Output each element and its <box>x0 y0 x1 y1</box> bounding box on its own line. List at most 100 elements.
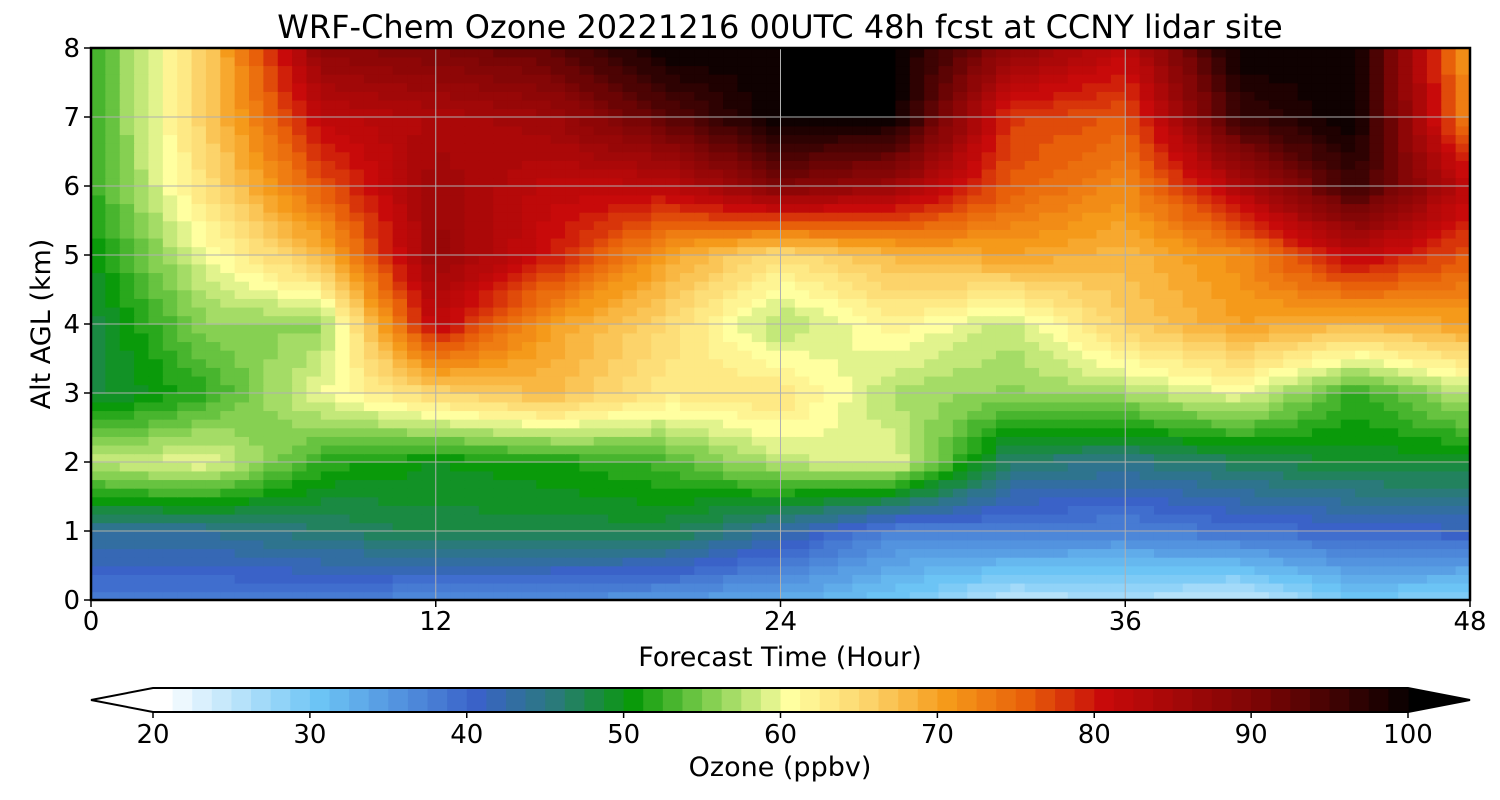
field-cell <box>1383 246 1399 256</box>
field-cell <box>608 289 624 299</box>
field-cell <box>579 548 595 558</box>
field-cell <box>1153 246 1170 256</box>
field-cell <box>349 186 365 196</box>
field-cell <box>1024 418 1040 429</box>
field-cell <box>1268 168 1285 179</box>
field-cell <box>967 306 983 317</box>
field-cell <box>895 211 911 222</box>
field-cell <box>679 470 696 481</box>
field-cell <box>1383 539 1399 550</box>
field-cell <box>119 548 135 558</box>
field-cell <box>1039 211 1055 222</box>
field-cell <box>1211 462 1227 472</box>
field-cell <box>1082 453 1098 463</box>
field-cell <box>378 289 394 299</box>
field-cell <box>1254 401 1270 412</box>
field-cell <box>1211 384 1227 394</box>
field-cell <box>1139 539 1155 550</box>
field-cell <box>1053 324 1069 334</box>
field-cell <box>1139 505 1155 515</box>
field-cell <box>794 556 811 567</box>
field-cell <box>392 444 408 455</box>
field-cell <box>1067 220 1083 230</box>
field-cell <box>938 358 954 368</box>
field-cell <box>723 341 739 351</box>
field-cell <box>521 272 538 282</box>
field-cell <box>363 427 380 437</box>
field-cell <box>565 462 581 472</box>
field-cell <box>105 565 121 575</box>
field-cell <box>751 160 767 170</box>
field-cell <box>435 384 451 394</box>
field-cell <box>464 410 480 420</box>
field-cell <box>881 418 897 429</box>
field-cell <box>177 229 193 239</box>
field-cell <box>1153 453 1170 463</box>
field-cell <box>263 255 279 265</box>
field-cell <box>1297 306 1313 317</box>
field-cell <box>1182 203 1198 213</box>
field-cell <box>881 237 897 248</box>
field-cell <box>464 444 480 455</box>
field-cell <box>464 531 480 541</box>
field-cell <box>608 306 624 317</box>
field-cell <box>1153 272 1170 282</box>
field-cell <box>852 186 868 196</box>
field-cell <box>478 393 494 403</box>
field-cell <box>277 384 293 394</box>
field-cell <box>493 168 509 179</box>
field-cell <box>306 324 322 334</box>
field-cell <box>809 160 825 170</box>
field-cell <box>909 151 925 161</box>
field-cell <box>823 556 839 567</box>
field-cell <box>478 513 494 524</box>
field-cell <box>1369 505 1385 515</box>
field-cell <box>1268 574 1285 584</box>
field-cell <box>205 574 222 584</box>
field-cell <box>981 160 997 170</box>
field-cell <box>1153 280 1170 291</box>
field-cell <box>780 341 796 351</box>
field-cell <box>1455 229 1470 239</box>
field-cell <box>1010 177 1026 187</box>
field-cell <box>1096 522 1112 532</box>
field-cell <box>780 289 796 299</box>
field-cell <box>536 349 552 360</box>
field-cell <box>191 298 207 308</box>
field-cell <box>335 151 351 161</box>
field-cell <box>1268 505 1285 515</box>
field-cell <box>1225 246 1241 256</box>
field-cell <box>378 203 394 213</box>
field-cell <box>306 591 322 600</box>
field-cell <box>837 255 854 265</box>
field-cell <box>148 384 164 394</box>
field-cell <box>521 298 538 308</box>
field-cell <box>277 263 293 274</box>
field-cell <box>1010 436 1026 446</box>
field-cell <box>1283 574 1299 584</box>
field-cell <box>335 255 351 265</box>
field-cell <box>1096 177 1112 187</box>
field-cell <box>981 522 997 532</box>
field-cell <box>105 513 121 524</box>
field-cell <box>1426 401 1443 412</box>
field-cell <box>1398 177 1414 187</box>
field-cell <box>593 263 609 274</box>
field-cell <box>665 401 681 412</box>
field-cell <box>1441 367 1457 377</box>
field-cell <box>1182 470 1198 481</box>
field-cell <box>306 246 322 256</box>
field-cell <box>679 487 696 498</box>
field-cell <box>1412 574 1428 584</box>
field-cell <box>177 548 193 558</box>
field-cell <box>407 531 423 541</box>
field-cell <box>234 160 250 170</box>
field-cell <box>234 246 250 256</box>
field-cell <box>134 280 150 291</box>
field-cell <box>335 453 351 463</box>
field-cell <box>1168 255 1184 265</box>
field-cell <box>1369 306 1385 317</box>
field-cell <box>249 306 265 317</box>
field-cell <box>1053 229 1069 239</box>
field-cell <box>478 306 494 317</box>
